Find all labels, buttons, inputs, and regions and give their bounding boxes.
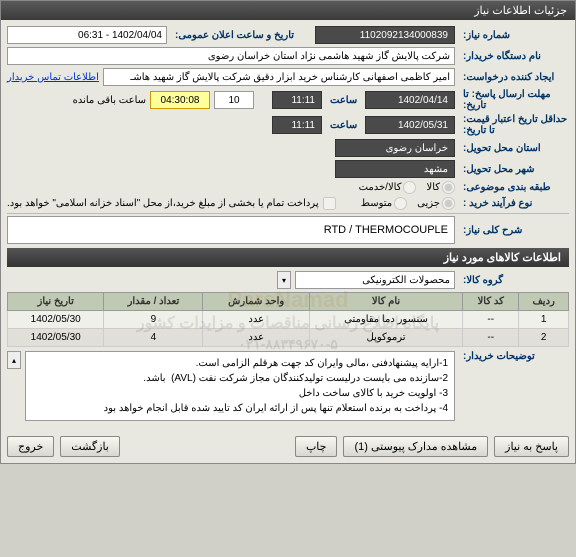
table-row[interactable]: 1--سنسور دما مقاومتیعدد91402/05/30 (8, 311, 569, 329)
back-button[interactable]: بازگشت (60, 436, 120, 457)
buyer-notes-label: توضیحات خریدار: (459, 351, 569, 362)
need-no-label: شماره نیاز: (459, 30, 569, 41)
city-label: شهر محل تحویل: (459, 164, 569, 175)
radio-small[interactable]: جزیی (417, 197, 455, 210)
radio-goods[interactable]: کالا (426, 181, 455, 194)
deadline-time: 11:11 (272, 91, 322, 109)
buyer-notes: 1-ارایه پیشنهادفنی ،مالی وایران کد جهت ه… (25, 351, 455, 421)
deadline-label: مهلت ارسال پاسخ: تا تاریخ: (459, 89, 569, 111)
table-header: کد کالا (463, 293, 519, 311)
public-announce-label: تاریخ و ساعت اعلان عمومی: (171, 30, 311, 41)
device-name-value: شرکت پالایش گاز شهید هاشمی نژاد استان خر… (7, 47, 455, 65)
public-announce-value: 1402/04/04 - 06:31 (7, 26, 167, 44)
time-label-1: ساعت (326, 95, 361, 106)
table-header: واحد شمارش (203, 293, 309, 311)
dropdown-caret[interactable]: ▾ (277, 271, 291, 289)
buyer-contact-link[interactable]: اطلاعات تماس خریدار (7, 72, 99, 83)
table-header: ردیف (519, 293, 569, 311)
validity-label: حداقل تاریخ اعتبار قیمت: تا تاریخ: (459, 114, 569, 136)
table-header: تاریخ نیاز (8, 293, 104, 311)
notes-scroll-up[interactable]: ▴ (7, 351, 21, 369)
countdown-days: 10 (214, 91, 254, 109)
subject-class-label: طبقه بندی موضوعی: (459, 182, 569, 193)
validity-time: 11:11 (272, 116, 322, 134)
city-value: مشهد (335, 160, 455, 178)
payment-check-label: پرداخت تمام یا بخشی از مبلغ خرید،از محل … (7, 198, 319, 209)
goods-group-value: محصولات الکترونیکی (295, 271, 455, 289)
time-label-2: ساعت (326, 120, 361, 131)
need-desc-input[interactable] (7, 216, 455, 244)
need-no-value: 1102092134000839 (315, 26, 455, 44)
attachments-button[interactable]: مشاهده مدارک پیوستی (1) (343, 436, 488, 457)
goods-section-title: اطلاعات کالاهای مورد نیاز (7, 248, 569, 267)
radio-service[interactable]: کالا/خدمت (359, 181, 417, 194)
payment-checkbox[interactable] (323, 197, 336, 210)
need-desc-label: شرح کلی نیاز: (459, 225, 569, 236)
countdown-suffix: ساعت باقی مانده (73, 95, 146, 106)
print-button[interactable]: چاپ (295, 436, 338, 457)
creator-label: ایجاد کننده درخواست: (459, 72, 569, 83)
countdown-time: 04:30:08 (150, 91, 210, 109)
radio-medium[interactable]: متوسط (361, 197, 407, 210)
goods-table: ردیفکد کالانام کالاواحد شمارشتعداد / مقد… (7, 292, 569, 347)
deadline-date: 1402/04/14 (365, 91, 455, 109)
goods-group-label: گروه کالا: (459, 275, 569, 286)
reply-button[interactable]: پاسخ به نیاز (494, 436, 569, 457)
validity-date: 1402/05/31 (365, 116, 455, 134)
table-header: تعداد / مقدار (104, 293, 203, 311)
creator-value: امیر کاظمی اصفهانی کارشناس خرید ابزار دق… (103, 68, 455, 86)
province-value: خراسان رضوی (335, 139, 455, 157)
table-header: نام کالا (309, 293, 462, 311)
window-title: جزئیات اطلاعات نیاز (1, 1, 575, 20)
device-name-label: نام دستگاه خریدار: (459, 51, 569, 62)
table-row[interactable]: 2--ترموکوپلعدد41402/05/30 (8, 329, 569, 347)
purchase-type-label: نوع فرآیند خرید : (459, 198, 569, 209)
province-label: استان محل تحویل: (459, 143, 569, 154)
exit-button[interactable]: خروج (7, 436, 54, 457)
